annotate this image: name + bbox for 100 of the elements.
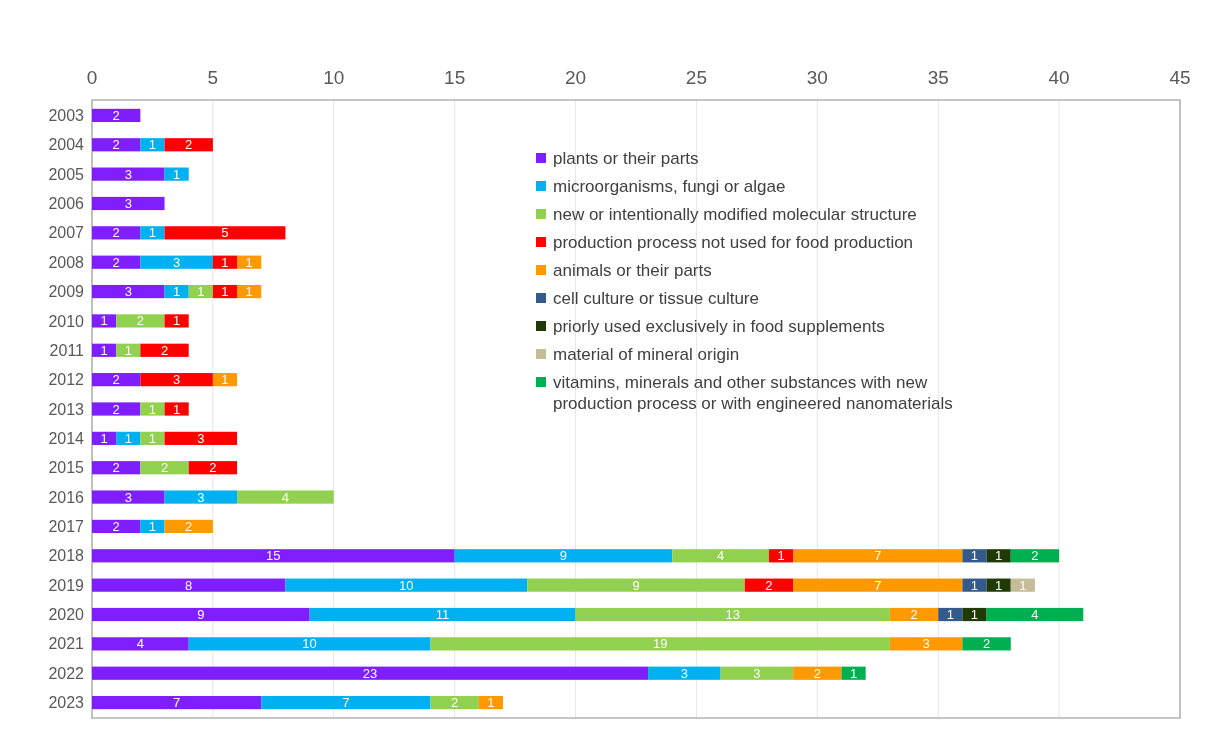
bar bbox=[793, 578, 963, 592]
bar bbox=[92, 226, 141, 240]
bar bbox=[188, 461, 238, 475]
data-label: 10 bbox=[302, 636, 317, 652]
bar bbox=[92, 549, 455, 563]
data-label: 1 bbox=[100, 430, 108, 446]
bar bbox=[164, 519, 213, 534]
data-label: 1 bbox=[148, 225, 157, 241]
data-label: 2 bbox=[160, 342, 169, 358]
data-label: 7 bbox=[342, 695, 350, 711]
data-label: 3 bbox=[173, 254, 181, 270]
data-label: 1 bbox=[970, 607, 979, 623]
data-label: 1 bbox=[124, 430, 132, 446]
x-tick-label: 5 bbox=[207, 67, 219, 88]
bar bbox=[92, 108, 141, 123]
bar bbox=[92, 637, 189, 651]
data-label: 1 bbox=[221, 372, 229, 388]
bar bbox=[744, 578, 794, 592]
y-tick-label: 2005 bbox=[48, 165, 85, 183]
bar bbox=[261, 695, 431, 710]
data-label: 2 bbox=[982, 636, 991, 652]
bar bbox=[889, 637, 963, 651]
data-label: 3 bbox=[680, 665, 688, 681]
x-tick-label: 35 bbox=[927, 67, 949, 88]
x-tick-label: 45 bbox=[1169, 67, 1191, 88]
bar bbox=[164, 402, 189, 416]
data-label: 2 bbox=[451, 695, 459, 711]
data-label: 1 bbox=[487, 695, 495, 711]
bar bbox=[164, 490, 238, 504]
y-tick-label: 2012 bbox=[48, 371, 85, 389]
bar bbox=[962, 607, 987, 622]
data-label: 7 bbox=[874, 548, 882, 564]
bar bbox=[430, 695, 479, 710]
bar bbox=[92, 666, 649, 680]
bar bbox=[285, 578, 528, 592]
data-label: 1 bbox=[173, 284, 181, 300]
y-tick-label: 2015 bbox=[48, 459, 85, 477]
data-label: 2 bbox=[112, 518, 120, 534]
legend-label: plants or their parts bbox=[553, 148, 699, 168]
data-label: 2 bbox=[136, 313, 144, 329]
data-label: 8 bbox=[185, 577, 193, 593]
data-label: 5 bbox=[221, 225, 229, 241]
x-tick-label: 20 bbox=[564, 67, 587, 88]
data-label: 1 bbox=[173, 166, 181, 182]
data-label: 3 bbox=[197, 430, 205, 446]
y-tick-label: 2017 bbox=[48, 518, 85, 536]
legend-label: production process not used for food production bbox=[553, 232, 914, 252]
data-label: 2 bbox=[112, 372, 120, 388]
data-label: 3 bbox=[753, 665, 761, 681]
bar bbox=[140, 402, 165, 416]
bar bbox=[962, 549, 987, 563]
data-label: 2 bbox=[185, 518, 193, 534]
bar bbox=[140, 138, 165, 152]
data-label: 3 bbox=[197, 489, 205, 505]
y-tick-label: 2003 bbox=[48, 107, 85, 125]
bar bbox=[140, 461, 189, 475]
data-label: 1 bbox=[221, 254, 229, 270]
data-label: 19 bbox=[652, 636, 668, 652]
bar bbox=[140, 519, 165, 534]
data-label: 1 bbox=[777, 548, 785, 564]
data-label: 3 bbox=[124, 284, 132, 300]
y-tick-label: 2010 bbox=[48, 312, 85, 330]
legend-label: priorly used exclusively in food supplements bbox=[553, 316, 885, 336]
legend-label: material of mineral origin bbox=[553, 344, 740, 364]
data-label: 4 bbox=[281, 489, 290, 505]
data-label: 1 bbox=[173, 401, 181, 417]
data-label: 2 bbox=[112, 107, 120, 123]
bar bbox=[116, 314, 165, 328]
legend-label: new or intentionally modified molecular structure bbox=[553, 204, 917, 224]
data-label: 7 bbox=[173, 695, 181, 711]
y-tick-label: 2011 bbox=[49, 341, 85, 359]
bar bbox=[962, 637, 1011, 651]
bar bbox=[92, 402, 141, 416]
data-label: 9 bbox=[197, 607, 205, 623]
bar bbox=[92, 284, 165, 299]
y-tick-label: 2004 bbox=[48, 136, 85, 154]
x-tick-label: 0 bbox=[86, 67, 98, 88]
legend-label: vitamins, minerals and other substances with new production process or with engineered nanomaterials bbox=[553, 372, 953, 413]
y-tick-label: 2019 bbox=[48, 576, 85, 594]
y-tick-label: 2013 bbox=[48, 400, 85, 418]
data-label: 1 bbox=[148, 518, 157, 534]
data-label: 23 bbox=[362, 665, 378, 681]
bar bbox=[140, 255, 213, 269]
data-label: 3 bbox=[173, 372, 181, 388]
y-tick-label: 2021 bbox=[48, 635, 85, 653]
data-label: 3 bbox=[922, 636, 930, 652]
data-label: 4 bbox=[1031, 607, 1039, 623]
y-tick-label: 2023 bbox=[48, 694, 85, 712]
data-label: 3 bbox=[124, 196, 132, 212]
bar bbox=[889, 607, 939, 622]
bar bbox=[92, 314, 117, 328]
bar bbox=[575, 607, 890, 622]
data-label: 10 bbox=[399, 577, 414, 593]
data-label: 2 bbox=[1031, 548, 1039, 564]
data-label: 3 bbox=[124, 489, 132, 505]
data-label: 2 bbox=[765, 577, 773, 593]
data-label: 1 bbox=[221, 284, 229, 300]
bar bbox=[962, 578, 987, 592]
bar bbox=[140, 373, 213, 387]
y-tick-label: 2020 bbox=[48, 606, 85, 624]
